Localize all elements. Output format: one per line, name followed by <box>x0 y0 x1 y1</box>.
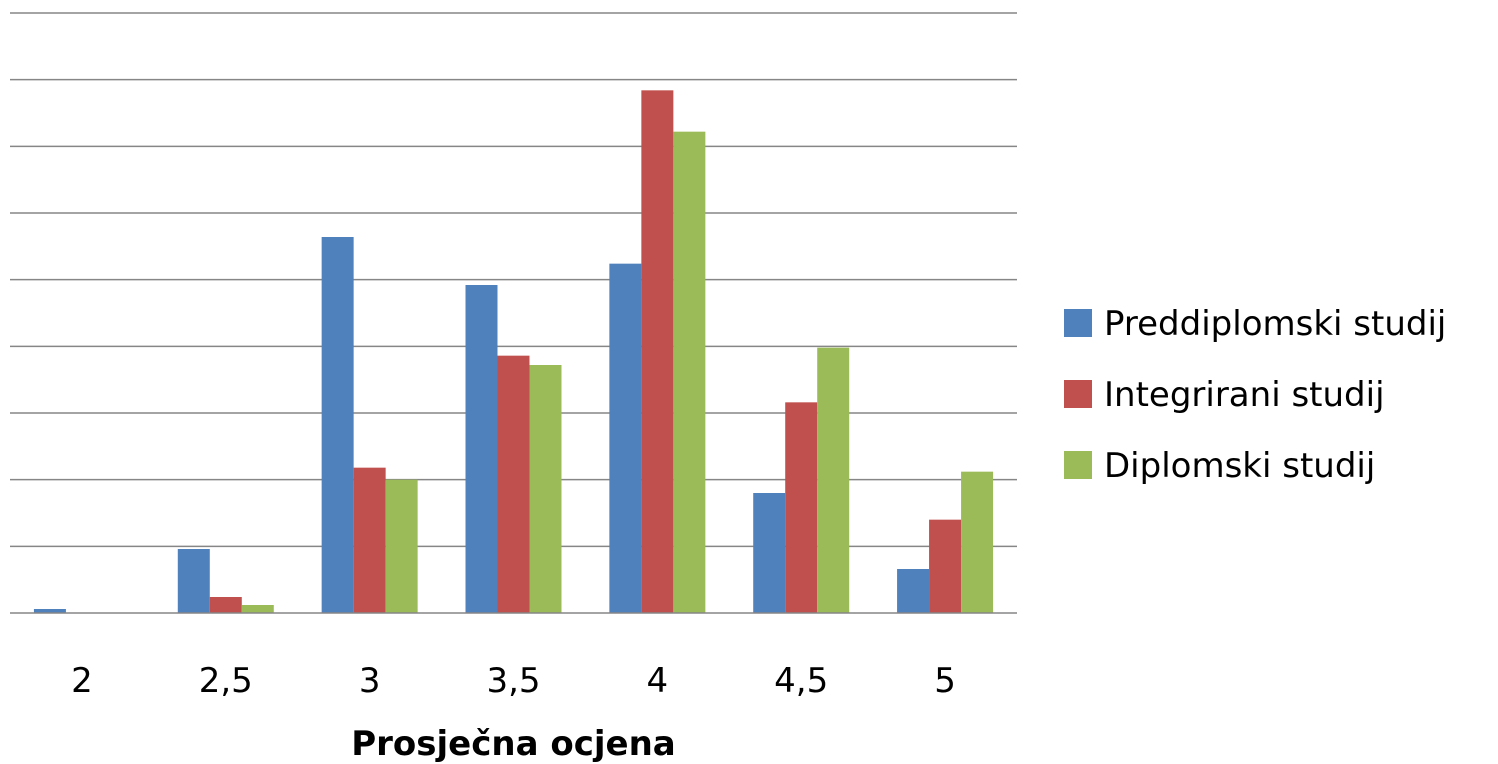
bar <box>321 237 354 613</box>
bar <box>241 605 274 613</box>
bar <box>961 471 994 613</box>
x-axis-title: Prosječna ocjena <box>351 724 676 764</box>
x-tick-label: 4,5 <box>774 661 828 701</box>
bar <box>817 347 850 613</box>
bar <box>753 493 786 613</box>
gridlines <box>10 12 1017 548</box>
bar <box>609 263 642 613</box>
legend-swatch <box>1064 309 1092 337</box>
bar <box>497 355 530 613</box>
bar <box>929 519 962 613</box>
bar <box>673 131 706 613</box>
legend-swatch <box>1064 451 1092 479</box>
bar <box>465 285 498 613</box>
legend-swatch <box>1064 380 1092 408</box>
bar <box>33 609 66 613</box>
bar <box>529 365 562 613</box>
x-tick-label: 5 <box>934 661 956 701</box>
bar <box>353 467 386 613</box>
bar <box>785 402 818 613</box>
bar <box>385 479 418 613</box>
legend-label: Preddiplomski studij <box>1104 304 1446 344</box>
legend: Preddiplomski studij Integrirani studij Di… <box>1064 304 1446 486</box>
bar <box>209 597 242 613</box>
legend-label: Integrirani studij <box>1104 375 1385 415</box>
bars <box>33 90 994 614</box>
x-tick-label: 4 <box>647 661 669 701</box>
x-tick-label: 2 <box>71 661 93 701</box>
bar <box>177 549 210 613</box>
bar <box>897 569 930 613</box>
x-tick-label: 3,5 <box>486 661 540 701</box>
x-tick-labels: 2 2,5 3 3,5 4 4,5 5 <box>71 661 956 701</box>
x-tick-label: 2,5 <box>199 661 253 701</box>
x-tick-label: 3 <box>359 661 381 701</box>
legend-label: Diplomski studij <box>1104 446 1375 486</box>
bar <box>641 90 674 614</box>
